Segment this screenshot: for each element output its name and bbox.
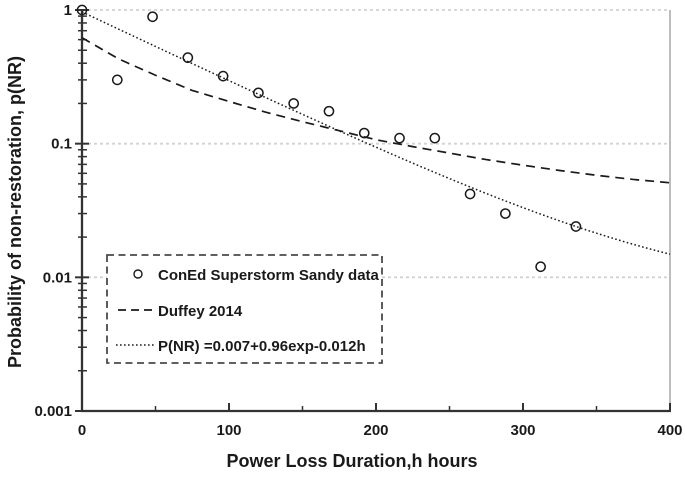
x-tick-label: 300 xyxy=(510,422,535,439)
tick-labels-layer: 1 0.1 0.01 0.001 0 100 200 300 400 xyxy=(34,2,682,439)
x-tick-label: 100 xyxy=(216,422,241,439)
x-tick-label: 200 xyxy=(363,422,388,439)
data-point xyxy=(217,70,229,82)
data-point xyxy=(111,74,123,86)
duffey-2014-curve xyxy=(81,37,671,184)
data-point xyxy=(570,221,582,232)
series-curves-layer xyxy=(81,11,671,255)
data-point xyxy=(182,52,194,64)
data-point xyxy=(429,132,441,144)
y-tick-label: 0.001 xyxy=(34,403,72,420)
data-points-layer xyxy=(76,4,582,273)
data-point xyxy=(76,4,88,16)
y-tick-label: 1 xyxy=(64,2,72,19)
data-point xyxy=(147,11,158,23)
legend: ConEd Superstorm Sandy data Duffey 2014 … xyxy=(106,254,383,364)
y-tick-label: 0.1 xyxy=(51,136,72,153)
y-axis-title: Probability of non-restoration, p(NR) xyxy=(5,56,25,368)
legend-label-duffey: Duffey 2014 xyxy=(158,303,243,320)
data-point xyxy=(535,261,546,273)
data-point xyxy=(394,132,405,144)
legend-label-sandy-data: ConEd Superstorm Sandy data xyxy=(158,267,380,284)
fit-formula-curve xyxy=(81,11,671,255)
y-tick-label: 0.01 xyxy=(43,269,72,286)
data-point xyxy=(323,105,335,117)
data-point xyxy=(253,87,264,99)
x-axis-title: Power Loss Duration,h hours xyxy=(226,451,477,471)
data-point xyxy=(288,98,300,109)
data-point xyxy=(358,127,370,139)
data-point xyxy=(464,188,476,200)
legend-label-fit-formula: P(NR) =0.007+0.96exp-0.012h xyxy=(158,338,366,355)
x-tick-label: 0 xyxy=(78,422,86,439)
x-tick-label: 400 xyxy=(657,422,682,439)
gridlines-layer xyxy=(82,9,670,279)
legend-marker-scatter-icon xyxy=(133,269,143,279)
data-point xyxy=(500,208,511,219)
